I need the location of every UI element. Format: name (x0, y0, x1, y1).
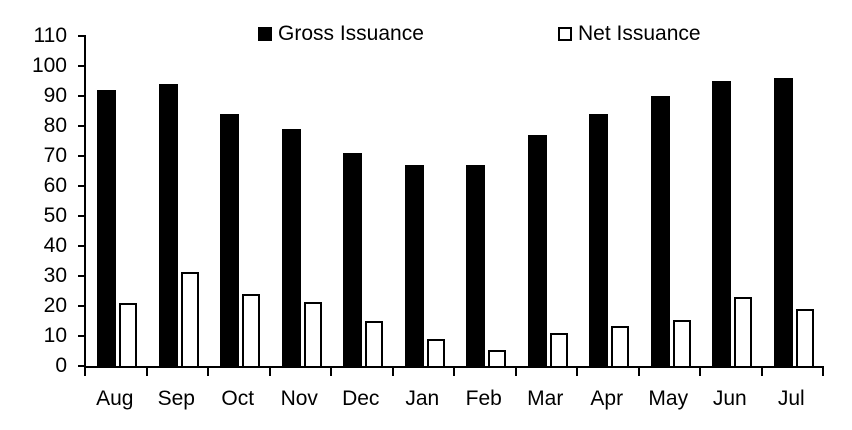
x-axis-tick-10 (699, 366, 701, 376)
x-axis-tick-2 (207, 366, 209, 376)
bar-gross-apr (589, 114, 608, 366)
y-axis-tick-label-60: 60 (43, 174, 67, 197)
y-axis-tick-80 (78, 125, 86, 127)
bar-gross-feb (466, 165, 485, 366)
x-axis-tick-8 (576, 366, 578, 376)
legend-item-net: Net Issuance (558, 21, 701, 47)
x-axis-category-label-feb: Feb (465, 387, 502, 410)
bar-net-jan (426, 339, 445, 366)
y-axis-tick-100 (78, 65, 86, 67)
bar-net-jul (795, 309, 814, 366)
legend-swatch-gross-issuance (258, 27, 272, 41)
x-axis-category-label-sep: Sep (157, 387, 195, 410)
bar-net-dec (365, 321, 383, 366)
x-axis-category-label-dec: Dec (342, 387, 380, 410)
bar-gross-jul (773, 78, 793, 366)
bar-net-feb (488, 349, 506, 366)
x-axis-tick-11 (760, 366, 763, 376)
x-axis-tick-0 (84, 366, 86, 376)
y-axis-tick-label-90: 90 (43, 84, 67, 107)
bar-net-may (672, 319, 691, 366)
x-axis-category-label-jun: Jun (712, 387, 747, 410)
y-axis-tick-label-70: 70 (43, 144, 67, 167)
x-axis-tick-4 (330, 366, 332, 376)
x-axis-tick-3 (268, 366, 271, 376)
x-axis-category-label-mar: Mar (527, 387, 564, 410)
x-axis-tick-1 (145, 366, 148, 376)
y-axis-tick-label-110: 110 (33, 24, 67, 47)
y-axis-tick-label-100: 100 (31, 54, 67, 77)
bar-net-oct (242, 294, 260, 366)
bar-gross-aug (97, 90, 116, 366)
y-axis-tick-label-10: 10 (43, 324, 67, 347)
y-axis-tick-10 (78, 335, 86, 337)
y-axis-tick-label-50: 50 (43, 204, 67, 227)
x-axis-tick-7 (514, 366, 517, 376)
bar-gross-oct (220, 114, 239, 366)
legend-swatch-net-issuance (558, 27, 572, 41)
y-axis-tick-40 (78, 245, 86, 247)
bar-gross-dec (343, 153, 362, 366)
bar-net-sep (180, 271, 199, 366)
y-axis-tick-label-0: 0 (55, 354, 67, 377)
y-axis-tick-label-30: 30 (43, 264, 67, 287)
x-axis-category-label-apr: Apr (590, 387, 624, 410)
bar-net-mar (549, 333, 568, 366)
y-axis-line (84, 35, 86, 368)
bar-gross-nov (281, 129, 301, 366)
y-axis-tick-label-40: 40 (43, 234, 67, 257)
y-axis-tick-60 (78, 185, 86, 187)
y-axis-tick-50 (78, 215, 86, 217)
legend-label-gross-issuance: Gross Issuance (278, 22, 424, 45)
bar-gross-may (650, 96, 670, 366)
bar-net-jun (734, 297, 752, 366)
x-axis-category-label-jan: Jan (405, 387, 440, 410)
legend-label-net-issuance: Net Issuance (578, 22, 701, 45)
y-axis-tick-70 (78, 155, 86, 157)
x-axis-tick-5 (391, 366, 394, 376)
x-axis-category-label-jul: Jul (777, 387, 805, 410)
bar-gross-mar (527, 135, 547, 366)
x-axis-tick-6 (453, 366, 455, 376)
x-axis-tick-9 (637, 366, 640, 376)
bar-net-apr (611, 325, 629, 366)
y-axis-tick-30 (78, 275, 86, 277)
y-axis-tick-0 (78, 365, 86, 367)
bar-net-nov (303, 301, 322, 366)
x-axis-category-label-oct: Oct (221, 387, 255, 410)
y-axis-tick-label-80: 80 (43, 114, 67, 137)
y-axis-tick-110 (78, 35, 86, 37)
x-axis-category-label-nov: Nov (280, 387, 318, 410)
x-axis-category-label-may: May (648, 387, 689, 410)
x-axis-category-label-aug: Aug (96, 387, 134, 410)
y-axis-tick-90 (78, 95, 86, 97)
bar-gross-jun (712, 81, 731, 366)
bar-gross-sep (158, 84, 178, 366)
legend-item-gross: Gross Issuance (258, 21, 424, 47)
bar-gross-jan (404, 165, 424, 366)
x-axis-tick-12 (822, 366, 824, 376)
y-axis-tick-label-20: 20 (43, 294, 67, 317)
bar-net-aug (119, 303, 137, 366)
y-axis-tick-20 (78, 305, 86, 307)
